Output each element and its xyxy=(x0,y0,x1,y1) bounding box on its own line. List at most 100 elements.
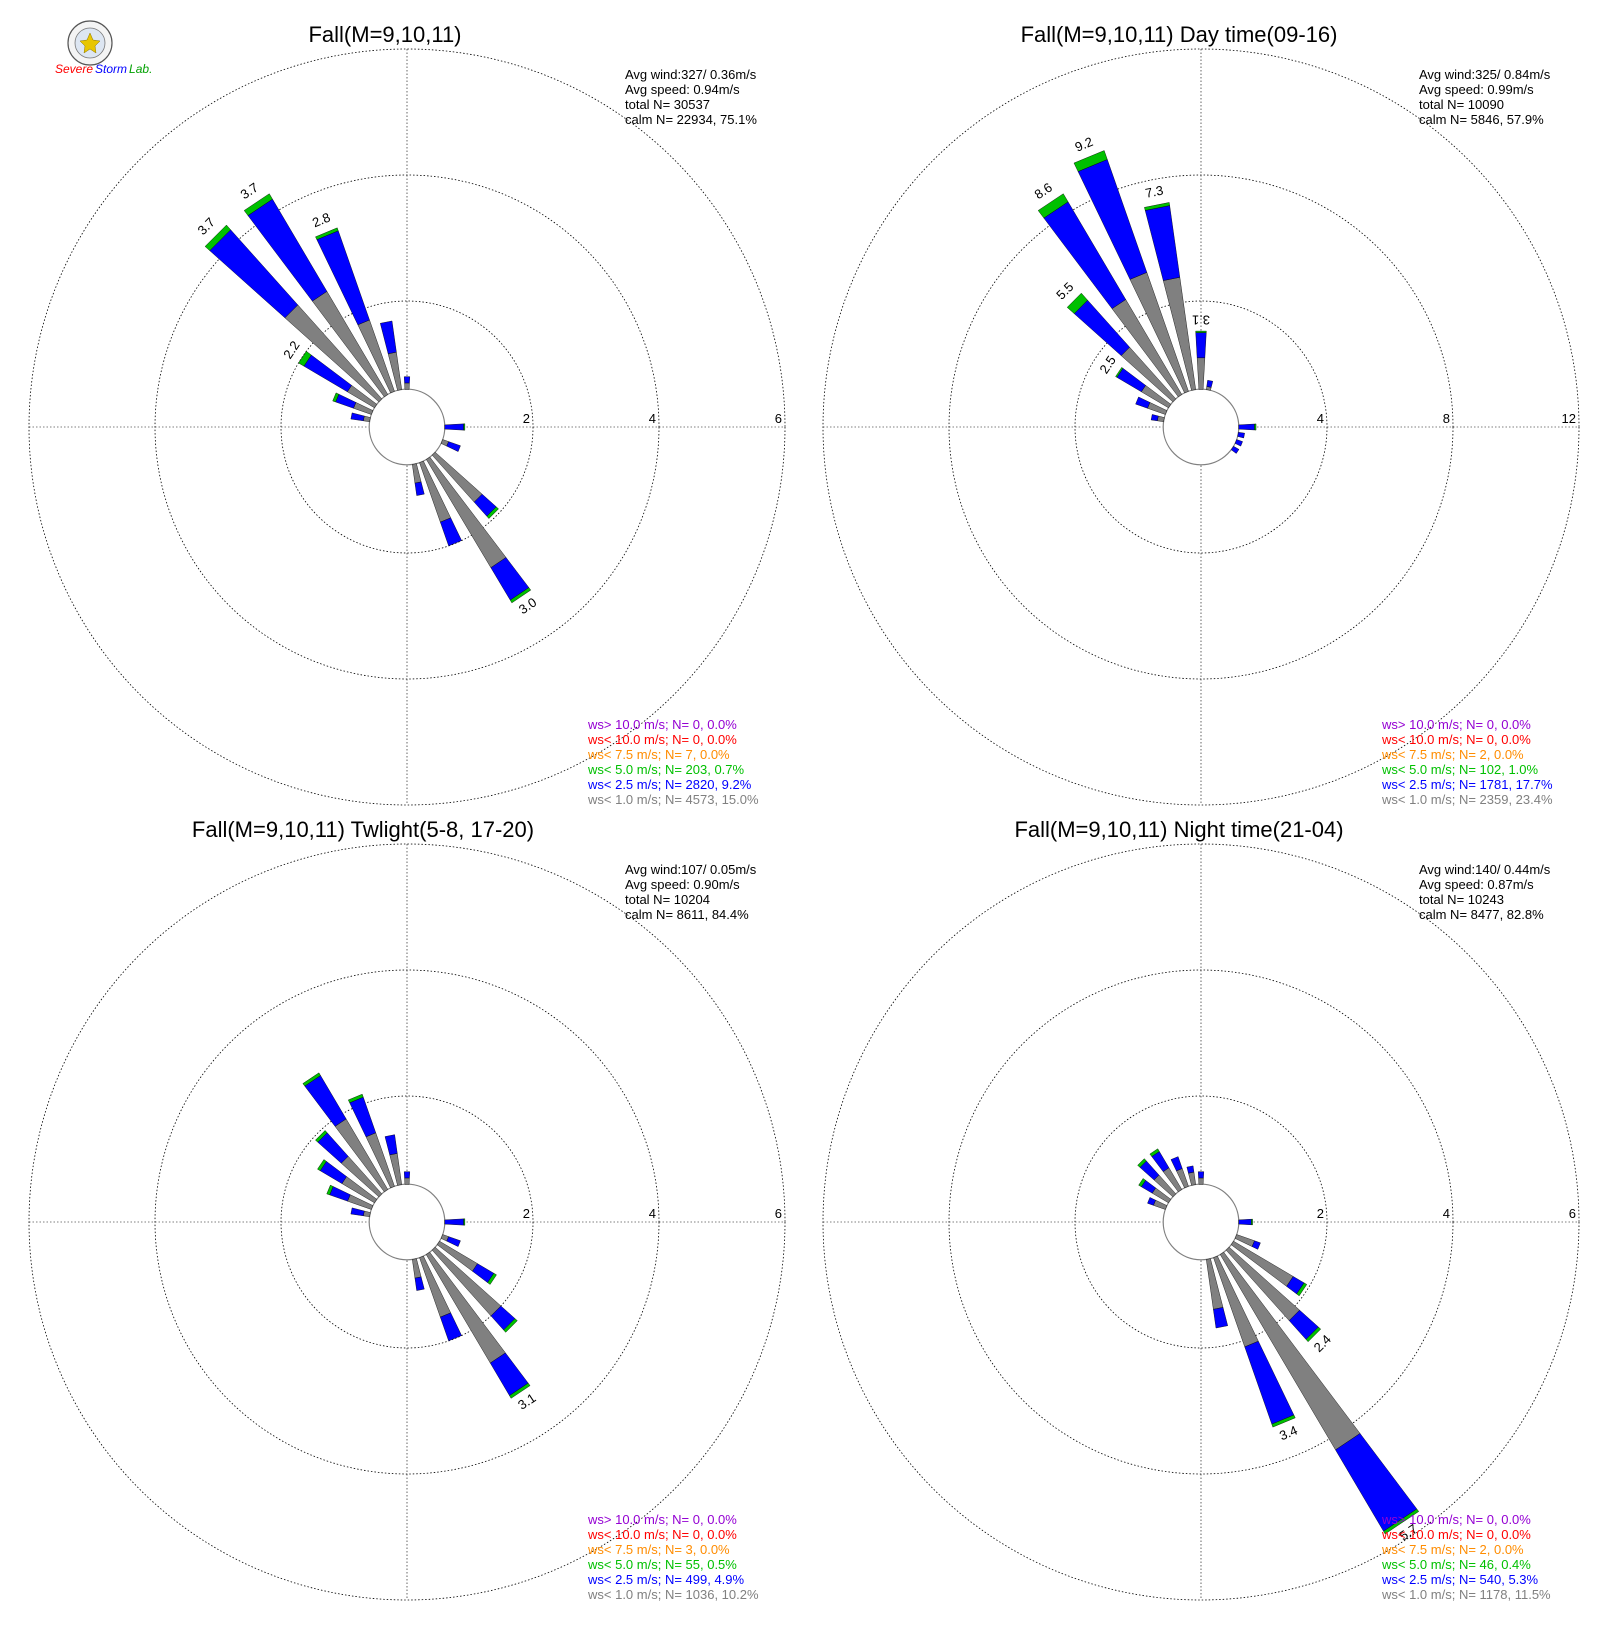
wind-bar-green-segment xyxy=(463,423,466,431)
wind-bar-gray-segment xyxy=(404,1177,410,1185)
calm-circle xyxy=(368,1183,446,1261)
logo-storm: Storm xyxy=(95,62,127,76)
ring-label: 4 xyxy=(649,1206,656,1221)
wind-bar-gray-segment xyxy=(363,1210,371,1217)
wind-bar-blue-segment xyxy=(1170,1156,1183,1172)
bar-value-label: 3.7 xyxy=(195,215,218,238)
stat-line: Avg wind:140/ 0.44m/s xyxy=(1419,862,1551,877)
range-ring xyxy=(280,300,534,554)
ring-label: 4 xyxy=(1443,1206,1450,1221)
range-ring xyxy=(154,969,660,1475)
stat-line: Avg speed: 0.99m/s xyxy=(1419,82,1534,97)
wind-bar-gray-segment xyxy=(1157,415,1165,422)
legend-entry-lt75: ws< 7.5 m/s; N= 3, 0.0% xyxy=(587,1542,730,1557)
legend-entry-lt1: ws< 1.0 m/s; N= 1178, 11.5% xyxy=(1381,1587,1551,1602)
wind-bar-gray-segment xyxy=(412,1258,422,1279)
logo-lab: Lab. xyxy=(129,62,152,76)
wind-bar-green-segment xyxy=(487,1272,497,1285)
legend-entry-lt75: ws< 7.5 m/s; N= 7, 0.0% xyxy=(587,747,730,762)
wind-bar-green-segment xyxy=(486,506,499,519)
range-ring xyxy=(28,48,786,806)
wind-bar-blue-segment xyxy=(440,517,462,547)
bar-value-label: 2.2 xyxy=(280,338,303,361)
range-ring xyxy=(1074,300,1328,554)
wind-bar-blue-segment xyxy=(1197,1171,1205,1179)
wind-bar-blue-segment xyxy=(384,1134,398,1156)
range-ring xyxy=(948,174,1454,680)
wind-bar-blue-segment xyxy=(1150,414,1159,422)
bar-value-label: 3.7 xyxy=(238,180,261,203)
legend-entry-lt10: ws< 10.0 m/s; N= 0, 0.0% xyxy=(587,1527,737,1542)
legend-entry-lt25: ws< 2.5 m/s; N= 499, 4.9% xyxy=(587,1572,745,1587)
legend-entry-lt1: ws< 1.0 m/s; N= 4573, 15.0% xyxy=(587,792,759,807)
legend-entry-lt5: ws< 5.0 m/s; N= 55, 0.5% xyxy=(587,1557,737,1572)
ring-label: 4 xyxy=(649,411,656,426)
stat-line: total N= 10204 xyxy=(625,892,710,907)
wind-bar-green-segment xyxy=(503,1318,518,1333)
range-ring xyxy=(822,843,1580,1601)
ring-label: 2 xyxy=(1317,1206,1324,1221)
wind-rose-panel-3: Fall(M=9,10,11) Twlight(5-8, 17-20)2 4 63.… xyxy=(28,817,786,1602)
wind-bar-blue-segment xyxy=(349,1096,377,1138)
wind-rose-panel-4: Fall(M=9,10,11) Night time(21-04)2 4 62.45… xyxy=(822,817,1580,1602)
ring-label: 6 xyxy=(775,1206,782,1221)
legend-entry-lt5: ws< 5.0 m/s; N= 102, 1.0% xyxy=(1381,762,1539,777)
wind-bar-green-segment xyxy=(326,1184,334,1196)
wind-bar-blue-segment xyxy=(440,1312,462,1342)
wind-bar-blue-segment xyxy=(414,1276,425,1291)
wind-bar-green-segment xyxy=(509,587,532,604)
wind-bar-green-segment xyxy=(1149,1148,1160,1157)
legend-entry-lt5: ws< 5.0 m/s; N= 203, 0.7% xyxy=(587,762,745,777)
panel-title: Fall(M=9,10,11) Day time(09-16) xyxy=(1021,22,1338,47)
wind-bar-blue-segment xyxy=(1237,432,1245,439)
calm-circle xyxy=(368,388,446,466)
stat-line: total N= 30537 xyxy=(625,97,710,112)
stat-line: Avg wind:325/ 0.84m/s xyxy=(1419,67,1551,82)
range-ring xyxy=(280,1095,534,1349)
wind-bar-green-segment xyxy=(302,1072,321,1087)
wind-bar-green-segment xyxy=(347,1093,364,1104)
logo: Severe Storm Lab. xyxy=(55,20,152,76)
legend-entry-lt75: ws< 7.5 m/s; N= 2, 0.0% xyxy=(1381,1542,1524,1557)
wind-bar-green-segment xyxy=(317,1159,327,1172)
wind-bar-blue-segment xyxy=(444,1218,464,1226)
wind-bar-blue-segment xyxy=(1234,439,1243,447)
ring-label: 8 xyxy=(1443,411,1450,426)
wind-bar-blue-segment xyxy=(1186,1165,1195,1174)
stat-line: calm N= 22934, 75.1% xyxy=(625,112,757,127)
wind-bar-green-segment xyxy=(315,227,339,240)
wind-bar-blue-segment xyxy=(1135,396,1151,409)
wind-bar-green-segment xyxy=(1073,150,1108,172)
range-ring xyxy=(948,969,1454,1475)
stat-line: Avg wind:107/ 0.05m/s xyxy=(625,862,757,877)
legend-entry-lt1: ws< 1.0 m/s; N= 2359, 23.4% xyxy=(1381,792,1553,807)
ring-label: 2 xyxy=(523,411,530,426)
wind-bar-blue-segment xyxy=(1144,205,1181,281)
ring-label: 2 xyxy=(523,1206,530,1221)
wind-bar-green-segment xyxy=(1144,202,1170,211)
wind-bar-green-segment xyxy=(1115,367,1124,378)
legend-entry-lt10: ws< 10.0 m/s; N= 0, 0.0% xyxy=(1381,1527,1531,1542)
wind-bar-blue-segment xyxy=(350,412,365,422)
wind-bar-blue-segment xyxy=(1147,1197,1156,1206)
wind-bar-blue-segment xyxy=(444,423,464,431)
wind-bar-blue-segment xyxy=(335,393,357,409)
wind-bar-blue-segment xyxy=(1251,1240,1261,1250)
range-ring xyxy=(1074,1095,1328,1349)
wind-bar-blue-segment xyxy=(1213,1307,1228,1329)
wind-bar-green-segment xyxy=(243,193,273,216)
legend-entry-lt75: ws< 7.5 m/s; N= 2, 0.0% xyxy=(1381,747,1524,762)
legend-entry-lt25: ws< 2.5 m/s; N= 1781, 17.7% xyxy=(1381,777,1553,792)
wind-bar-green-segment xyxy=(332,392,340,403)
wind-bar-green-segment xyxy=(1296,1282,1308,1297)
legend-entry-lt25: ws< 2.5 m/s; N= 2820, 9.2% xyxy=(587,777,752,792)
legend-entry-gt10: ws> 10.0 m/s; N= 0, 0.0% xyxy=(1381,1512,1531,1527)
wind-bar-gray-segment xyxy=(1198,1177,1204,1185)
range-ring xyxy=(28,843,786,1601)
ring-label: 12 xyxy=(1562,411,1576,426)
stat-line: total N= 10090 xyxy=(1419,97,1504,112)
wind-bar-gray-segment xyxy=(363,415,371,422)
wind-bar-blue-segment xyxy=(1230,445,1240,454)
wind-bar-blue-segment xyxy=(403,376,411,384)
bar-value-label: 9.2 xyxy=(1073,134,1095,155)
